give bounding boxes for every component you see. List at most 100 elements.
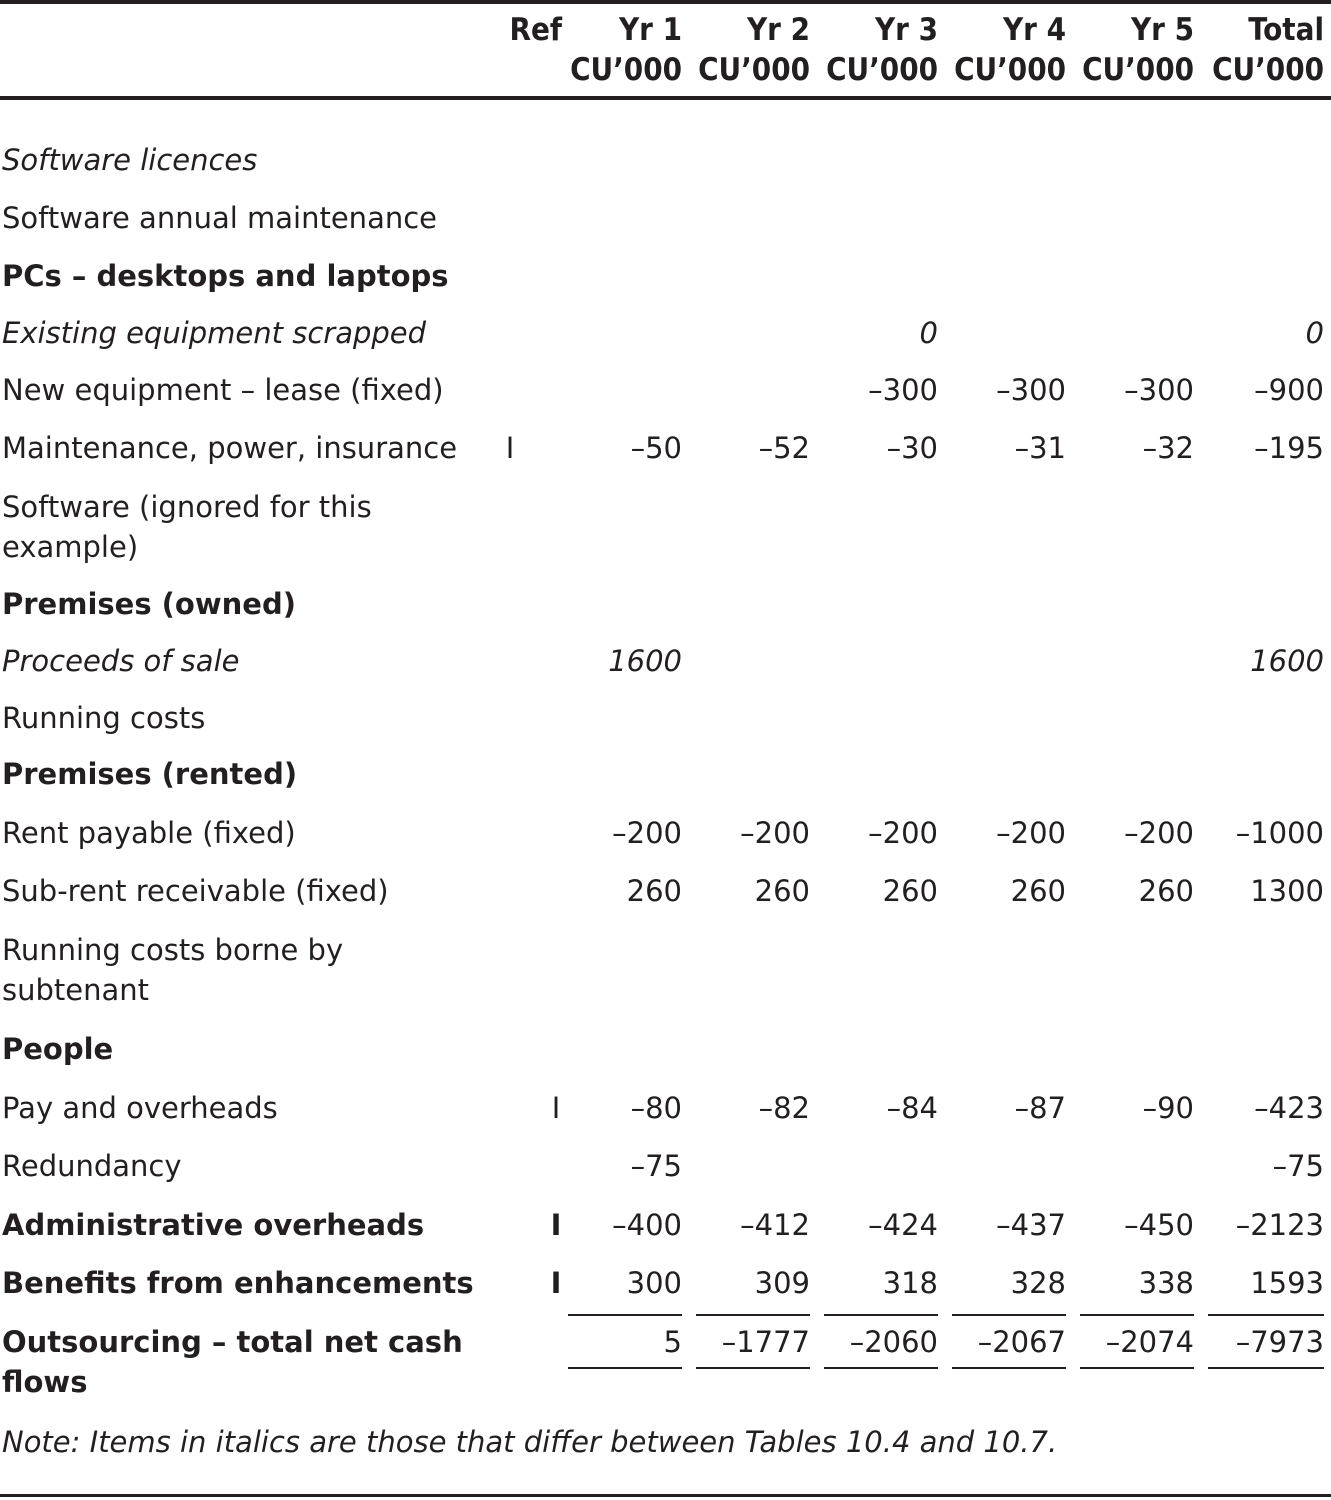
row-label: New equipment – lease (fixed) <box>2 373 444 407</box>
cell-yr2: –1777 <box>721 1325 810 1359</box>
row-label: Proceeds of sale <box>2 644 240 678</box>
row-label: Administrative overheads <box>2 1208 425 1242</box>
row-label: Outsourcing – total net cash flows <box>2 1325 463 1399</box>
cell-yr4: –31 <box>1014 431 1066 465</box>
top-rule <box>0 0 1331 4</box>
row-label: Redundancy <box>2 1149 182 1183</box>
header-yr5-unit: CU’000 <box>1082 52 1194 88</box>
header-yr2-unit: CU’000 <box>698 52 810 88</box>
cell-total: –1000 <box>1235 816 1324 850</box>
header-ref-label: Ref <box>509 12 562 48</box>
row-label: Software annual maintenance <box>2 201 437 235</box>
header-yr4-top: Yr 4 <box>1002 12 1066 48</box>
cell-yr4: –2067 <box>977 1325 1066 1359</box>
header-yr2-top: Yr 2 <box>746 12 810 48</box>
cell-yr3: –2060 <box>849 1325 938 1359</box>
bottom-rule <box>0 1494 1331 1497</box>
cell-yr1: 1600 <box>608 644 682 678</box>
header-ref: Ref <box>480 10 562 50</box>
cell-yr5: –32 <box>1142 431 1194 465</box>
total-rule-bottom-yr4 <box>952 1367 1066 1369</box>
total-rule-bottom-yr2 <box>696 1367 810 1369</box>
row-label: Software licences <box>2 143 258 177</box>
cell-yr3: –300 <box>868 373 938 407</box>
cell-yr1: –200 <box>612 816 682 850</box>
cell-yr3: 260 <box>882 874 938 908</box>
section-heading: Premises (rented) <box>2 757 298 791</box>
header-yr3: Yr 3 CU’000 <box>818 10 938 90</box>
table-note: Note: Items in italics are those that di… <box>2 1425 1058 1459</box>
cell-yr3: –200 <box>868 816 938 850</box>
cell-ref: I <box>551 1091 561 1125</box>
cell-yr4: –200 <box>996 816 1066 850</box>
row-label: Running costs borne by subtenant <box>2 933 344 1007</box>
cell-yr3: 318 <box>882 1266 938 1300</box>
header-yr5: Yr 5 CU’000 <box>1074 10 1194 90</box>
total-rule-top-yr1 <box>568 1314 682 1316</box>
section-heading: PCs – desktops and laptops <box>2 259 449 293</box>
cell-yr1: 5 <box>663 1325 682 1359</box>
header-yr1: Yr 1 CU’000 <box>562 10 682 90</box>
cell-total: –195 <box>1254 431 1324 465</box>
header-yr4-unit: CU’000 <box>954 52 1066 88</box>
total-rule-top-yr3 <box>824 1314 938 1316</box>
cell-yr1: 300 <box>626 1266 682 1300</box>
cell-ref: I <box>550 1266 562 1300</box>
cell-yr2: –52 <box>758 431 810 465</box>
cell-yr5: –300 <box>1124 373 1194 407</box>
row-label: Existing equipment scrapped <box>2 316 427 350</box>
cell-yr2: –200 <box>740 816 810 850</box>
cell-yr2: 309 <box>754 1266 810 1300</box>
cell-yr4: –87 <box>1014 1091 1066 1125</box>
header-yr4: Yr 4 CU’000 <box>946 10 1066 90</box>
header-yr5-top: Yr 5 <box>1130 12 1194 48</box>
cell-yr3: –424 <box>868 1208 938 1242</box>
header-yr1-top: Yr 1 <box>618 12 682 48</box>
cell-ref: I <box>550 1208 562 1242</box>
row-label: Maintenance, power, insurance <box>2 431 458 465</box>
row-label: Running costs <box>2 701 206 735</box>
total-rule-top-total <box>1208 1314 1324 1316</box>
row-label: Software (ignored for this example) <box>2 490 372 564</box>
cell-yr5: –2074 <box>1105 1325 1194 1359</box>
header-yr1-unit: CU’000 <box>570 52 682 88</box>
total-rule-top-yr5 <box>1080 1314 1194 1316</box>
cell-total: –75 <box>1272 1149 1324 1183</box>
total-rule-bottom-yr3 <box>824 1367 938 1369</box>
cell-yr5: 338 <box>1138 1266 1194 1300</box>
cell-yr4: 260 <box>1010 874 1066 908</box>
total-rule-top-yr2 <box>696 1314 810 1316</box>
cell-yr4: –437 <box>996 1208 1066 1242</box>
cell-yr1: –400 <box>612 1208 682 1242</box>
cell-yr4: 328 <box>1010 1266 1066 1300</box>
cell-yr2: 260 <box>754 874 810 908</box>
row-label: Benefits from enhancements <box>2 1266 474 1300</box>
total-rule-top-yr4 <box>952 1314 1066 1316</box>
cell-yr1: –50 <box>630 431 682 465</box>
cell-yr5: –450 <box>1124 1208 1194 1242</box>
cell-yr5: 260 <box>1138 874 1194 908</box>
cell-yr3: –30 <box>886 431 938 465</box>
total-rule-bottom-total <box>1208 1367 1324 1369</box>
cell-yr1: –75 <box>630 1149 682 1183</box>
header-rule <box>0 96 1331 100</box>
row-label: Pay and overheads <box>2 1091 278 1125</box>
cell-yr4: –300 <box>996 373 1066 407</box>
cell-yr5: –90 <box>1142 1091 1194 1125</box>
cell-yr3: –84 <box>886 1091 938 1125</box>
cell-total: –900 <box>1254 373 1324 407</box>
section-heading: People <box>2 1032 114 1066</box>
cell-total: 0 <box>1305 316 1324 350</box>
cell-total: 1300 <box>1250 874 1324 908</box>
cell-yr1: –80 <box>630 1091 682 1125</box>
header-yr3-top: Yr 3 <box>874 12 938 48</box>
cell-ref: I <box>505 431 515 465</box>
cell-yr1: 260 <box>626 874 682 908</box>
section-heading: Premises (owned) <box>2 587 296 621</box>
row-label: Rent payable (fixed) <box>2 816 296 850</box>
total-rule-bottom-yr1 <box>568 1367 682 1369</box>
row-label: Sub-rent receivable (fixed) <box>2 874 389 908</box>
cell-total: –423 <box>1254 1091 1324 1125</box>
total-rule-bottom-yr5 <box>1080 1367 1194 1369</box>
